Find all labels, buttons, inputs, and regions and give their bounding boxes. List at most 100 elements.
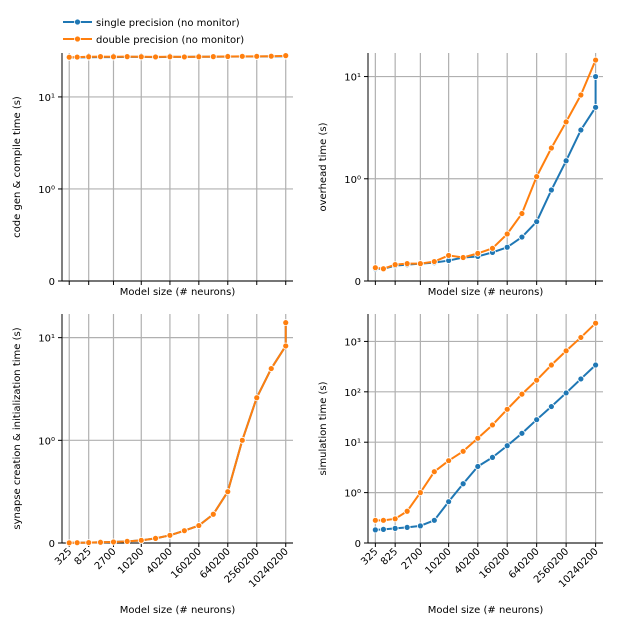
y-tick-label: 0	[355, 277, 361, 288]
y-tick-label: 10⁰	[344, 175, 361, 186]
series-double-d	[371, 319, 600, 524]
data-point	[224, 53, 232, 60]
data-point	[380, 525, 387, 533]
x-tick-label: 2700	[93, 546, 119, 572]
data-point	[253, 52, 261, 60]
data-point	[503, 243, 511, 251]
data-point	[282, 342, 290, 350]
data-point	[592, 103, 600, 111]
data-point	[137, 536, 145, 544]
data-point	[110, 538, 117, 546]
y-tick-label: 0	[49, 539, 55, 550]
y-tick-label: 10¹	[38, 93, 55, 104]
x-axis-title-c: Model size (# neurons)	[120, 605, 236, 616]
data-point	[547, 361, 555, 369]
data-point	[445, 457, 453, 465]
data-point	[380, 265, 387, 273]
data-point	[253, 394, 261, 402]
data-point	[547, 403, 555, 410]
grid-c	[62, 314, 293, 544]
y-tick-label: 10⁰	[38, 185, 55, 196]
data-point	[459, 447, 467, 455]
y-tick-label: 10¹	[344, 438, 361, 449]
series-double-c	[65, 319, 290, 547]
data-point	[430, 468, 438, 476]
y-axis-title-c: synapse creation & initialization time (…	[12, 327, 23, 529]
subplot-b: 0 10⁰ 10¹ Model size (# neurons) overhead ti…	[318, 53, 603, 298]
data-point	[577, 126, 585, 134]
data-point	[97, 538, 104, 546]
legend-entry-single: single precision (no monitor)	[63, 18, 240, 29]
data-point	[110, 53, 117, 61]
data-point	[577, 334, 585, 341]
data-point	[533, 218, 541, 226]
data-point	[152, 534, 159, 542]
data-point	[180, 53, 188, 61]
legend-marker-single	[74, 18, 81, 26]
legend-label-single: single precision (no monitor)	[96, 18, 240, 29]
data-point	[592, 319, 600, 327]
data-point	[238, 52, 246, 60]
data-point	[152, 53, 159, 61]
series-single-c	[65, 319, 290, 547]
data-point	[533, 416, 541, 424]
data-point	[592, 73, 600, 80]
data-point	[474, 434, 482, 442]
data-point	[445, 252, 453, 259]
series-double-b	[371, 56, 600, 273]
data-point	[562, 157, 570, 165]
data-point	[430, 258, 438, 265]
data-point	[371, 264, 379, 272]
data-point	[592, 56, 600, 64]
y-tick-label: 10⁰	[38, 436, 55, 447]
data-point	[403, 260, 411, 268]
data-point	[267, 365, 275, 372]
data-point	[65, 53, 73, 61]
x-tick-label: 325	[359, 546, 380, 567]
data-point	[209, 510, 217, 518]
data-point	[416, 260, 424, 268]
y-tick-label: 10³	[344, 337, 361, 348]
data-point	[547, 144, 555, 152]
series-line	[375, 364, 597, 531]
data-point	[518, 233, 526, 241]
data-point	[85, 539, 93, 546]
grid-b	[368, 53, 603, 282]
x-axis-title-b: Model size (# neurons)	[428, 287, 544, 298]
data-point	[503, 230, 511, 238]
series-double-a	[65, 52, 290, 61]
data-point	[391, 515, 399, 523]
y-axis-title-b: overhead time (s)	[318, 122, 329, 211]
x-tick-label: 825	[73, 546, 94, 567]
data-point	[489, 453, 496, 461]
data-point	[503, 405, 511, 413]
series-single-b	[371, 73, 600, 273]
x-tick-label: 825	[379, 546, 400, 567]
data-point	[195, 522, 203, 529]
data-point	[282, 52, 290, 60]
data-point	[180, 527, 188, 535]
x-axis-title-d: Model size (# neurons)	[428, 605, 544, 616]
y-tick-label: 0	[355, 539, 361, 550]
grid-a	[62, 53, 293, 282]
data-point	[489, 421, 496, 429]
subplot-a: 0 10⁰ 10¹ Model size (# neurons) code gen & …	[12, 52, 293, 298]
legend-marker-double	[74, 35, 81, 43]
data-point	[474, 463, 482, 470]
data-point	[380, 516, 387, 524]
series-single-d	[371, 361, 600, 534]
data-point	[518, 210, 526, 217]
data-point	[166, 531, 174, 539]
data-point	[65, 539, 73, 547]
x-tick-label: 10200	[116, 546, 146, 576]
y-tick-label: 10¹	[38, 334, 55, 345]
data-point	[459, 480, 467, 488]
data-point	[195, 53, 203, 61]
legend-entry-double: double precision (no monitor)	[63, 35, 244, 46]
data-point	[489, 244, 496, 252]
y-axis-title-a: code gen & compile time (s)	[12, 96, 23, 238]
x-tick-label: 10200	[423, 546, 453, 576]
y-tick-label: 10²	[344, 388, 361, 399]
